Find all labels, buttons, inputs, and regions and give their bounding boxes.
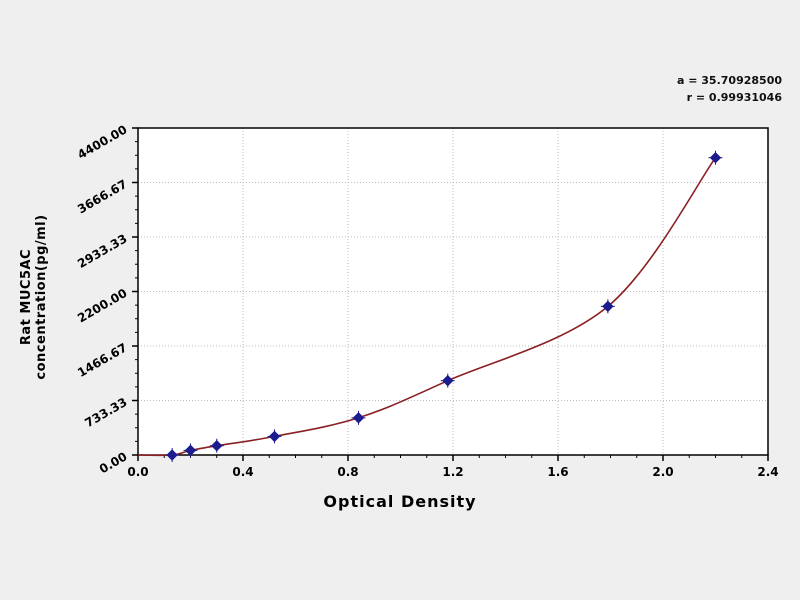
- fit-r-value: r = 0.99931046: [686, 91, 782, 104]
- x-tick-label: 1.6: [547, 465, 568, 479]
- y-axis-title: Rat MUC5AC concentration(pg/ml): [19, 214, 49, 380]
- x-tick-label: 2.4: [757, 465, 778, 479]
- y-tick-label: 2200.00: [75, 286, 129, 325]
- x-tick-label: 0.8: [337, 465, 358, 479]
- y-tick-label: 1466.67: [75, 340, 129, 379]
- x-tick-label: 0.0: [127, 465, 148, 479]
- y-tick-label: 2933.33: [75, 231, 129, 270]
- y-tick-label: 733.33: [82, 395, 129, 430]
- y-tick-label: 4400.00: [75, 122, 129, 161]
- x-tick-label: 1.2: [442, 465, 463, 479]
- plot-border: [137, 127, 769, 456]
- fit-a-value: a = 35.70928500: [676, 74, 782, 87]
- y-tick-label: 0.00: [97, 449, 130, 476]
- y-tick-label: 3666.67: [75, 177, 129, 216]
- x-tick-label: 2.0: [652, 465, 673, 479]
- x-axis-title: Optical Density: [323, 492, 477, 511]
- fit-annotation: a = 35.70928500 r = 0.99931046: [677, 72, 782, 106]
- x-tick-label: 0.4: [232, 465, 253, 479]
